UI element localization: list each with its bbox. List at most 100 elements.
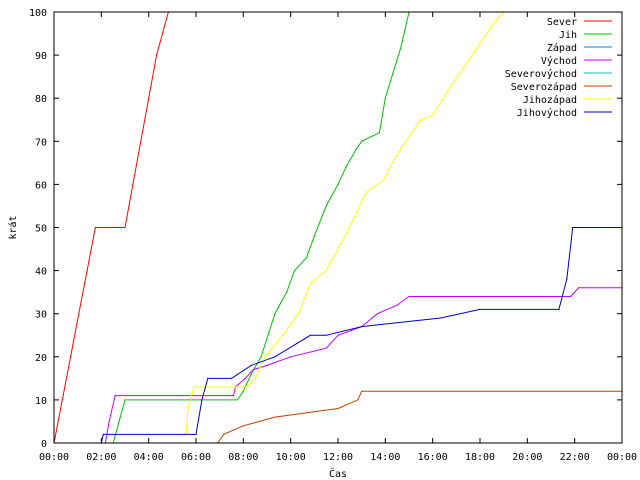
x-tick-label: 16:00	[418, 452, 448, 463]
data-point	[242, 390, 244, 392]
data-point	[396, 304, 398, 306]
x-tick-label: 00:00	[607, 452, 637, 463]
data-point	[266, 364, 268, 366]
data-point	[124, 399, 126, 401]
legend-item: Jihozápad	[523, 94, 612, 106]
legend-label: Jih	[559, 30, 577, 41]
y-tick-label: 10	[35, 396, 47, 407]
series-3	[104, 287, 623, 444]
x-tick-label: 08:00	[228, 452, 258, 463]
x-tick-label: 04:00	[134, 452, 164, 463]
legend-label: Severovýchod	[505, 68, 577, 80]
legend-label: Jihozápad	[523, 94, 577, 106]
data-point	[361, 140, 363, 142]
data-point	[236, 399, 238, 401]
data-point	[392, 71, 394, 73]
data-point	[193, 386, 195, 388]
data-point	[78, 313, 80, 315]
data-point	[274, 313, 276, 315]
series-line	[185, 11, 505, 435]
data-point	[313, 235, 315, 237]
tick-layer: 0 10 20 30 40 50 60 70 80 90 100 00:00 02:00 04:00 06:…	[29, 8, 637, 463]
data-point	[298, 313, 300, 315]
data-point	[353, 218, 355, 220]
data-point	[325, 270, 327, 272]
x-axis-label: Čas	[329, 467, 347, 480]
x-tick-label: 00:00	[39, 452, 69, 463]
data-point	[471, 54, 473, 56]
series-line	[100, 227, 622, 444]
data-point	[572, 226, 574, 229]
y-tick-label: 40	[35, 267, 47, 278]
data-point	[578, 287, 580, 289]
data-point	[309, 282, 311, 285]
data-point	[286, 291, 288, 293]
data-point	[242, 425, 244, 427]
data-point	[207, 377, 209, 379]
legend-item: Jih	[559, 30, 612, 41]
legend-item: Západ	[547, 42, 612, 54]
x-tick-label: 18:00	[465, 452, 495, 463]
x-tick-label: 02:00	[86, 452, 116, 463]
y-tick-label: 20	[35, 353, 47, 364]
y-tick-label: 30	[35, 310, 47, 321]
y-axis-label: krát	[7, 215, 19, 239]
data-point	[376, 313, 378, 315]
data-point	[61, 399, 63, 401]
data-point	[94, 226, 96, 229]
x-tick-label: 20:00	[512, 452, 542, 463]
data-point	[132, 183, 134, 185]
data-point	[274, 356, 276, 358]
x-tick-label: 12:00	[323, 452, 353, 463]
data-point	[345, 166, 347, 168]
x-tick-label: 06:00	[181, 452, 211, 463]
data-point	[355, 149, 357, 151]
data-point	[230, 377, 233, 379]
data-point	[382, 179, 384, 181]
data-point	[305, 257, 307, 259]
y-tick-label: 80	[35, 94, 47, 105]
data-point	[102, 433, 104, 435]
data-point	[396, 153, 398, 155]
x-tick-label: 14:00	[370, 452, 400, 463]
data-point	[325, 347, 327, 349]
series-1	[112, 11, 410, 444]
series-5	[217, 390, 623, 444]
legend-label: Jihovýchod	[517, 107, 577, 119]
data-point	[264, 356, 266, 358]
data-point	[294, 270, 296, 272]
data-point	[361, 326, 363, 328]
y-tick-label: 90	[35, 51, 47, 62]
data-point	[400, 45, 402, 48]
legend-label: Západ	[547, 42, 577, 54]
data-point	[337, 248, 339, 250]
data-point	[325, 334, 327, 336]
series-7	[100, 226, 623, 444]
x-tick-label: 10:00	[276, 452, 306, 463]
series-line	[104, 287, 622, 444]
data-point	[357, 399, 359, 401]
data-point	[440, 317, 442, 319]
data-point	[479, 308, 481, 310]
data-point	[337, 407, 339, 410]
y-tick-label: 70	[35, 137, 47, 148]
legend-label: Sever	[547, 17, 577, 28]
data-point	[250, 373, 252, 375]
legend-item: Východ	[541, 55, 612, 67]
legend: Sever JihZápadVýchodSeverovýchodSeverozáp…	[505, 17, 612, 119]
data-point	[124, 226, 126, 229]
data-point	[118, 420, 120, 422]
data-point	[86, 270, 88, 272]
y-tick-label: 60	[35, 180, 47, 191]
data-point	[432, 114, 434, 116]
legend-item: Sever	[547, 17, 612, 28]
legend-label: Východ	[541, 55, 577, 67]
data-point	[384, 97, 386, 99]
y-tick-label: 0	[41, 439, 47, 450]
data-point	[140, 140, 142, 142]
legend-item: Severovýchod	[505, 68, 612, 80]
data-point	[447, 89, 449, 91]
data-point	[201, 399, 203, 401]
data-point	[495, 20, 497, 22]
